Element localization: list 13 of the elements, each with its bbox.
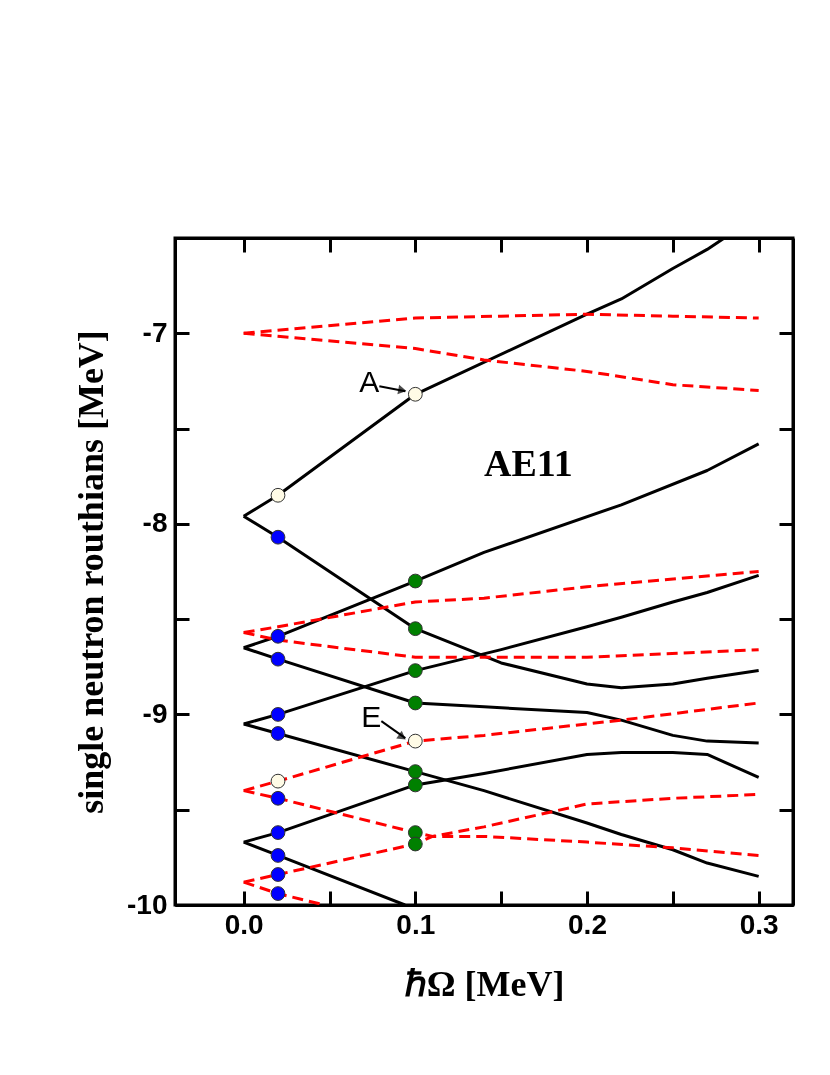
annotation: AE11 bbox=[484, 441, 573, 484]
y-tick-label: -10 bbox=[127, 888, 168, 920]
y-tick-label: -8 bbox=[142, 507, 168, 539]
x-tick-label: 0.0 bbox=[224, 908, 264, 940]
annotation: E bbox=[361, 700, 382, 734]
annotation: A bbox=[359, 365, 380, 399]
x-tick-label: 0.2 bbox=[568, 908, 607, 940]
x-tick-label: 0.3 bbox=[739, 908, 779, 940]
x-axis-title: ℏΩ [MeV] bbox=[404, 963, 565, 1004]
y-tick-label: -7 bbox=[142, 316, 168, 348]
y-axis-title: single neutron routhians [MeV] bbox=[71, 330, 112, 814]
x-tick-label: 0.1 bbox=[396, 908, 436, 940]
y-tick-label: -9 bbox=[142, 697, 168, 729]
